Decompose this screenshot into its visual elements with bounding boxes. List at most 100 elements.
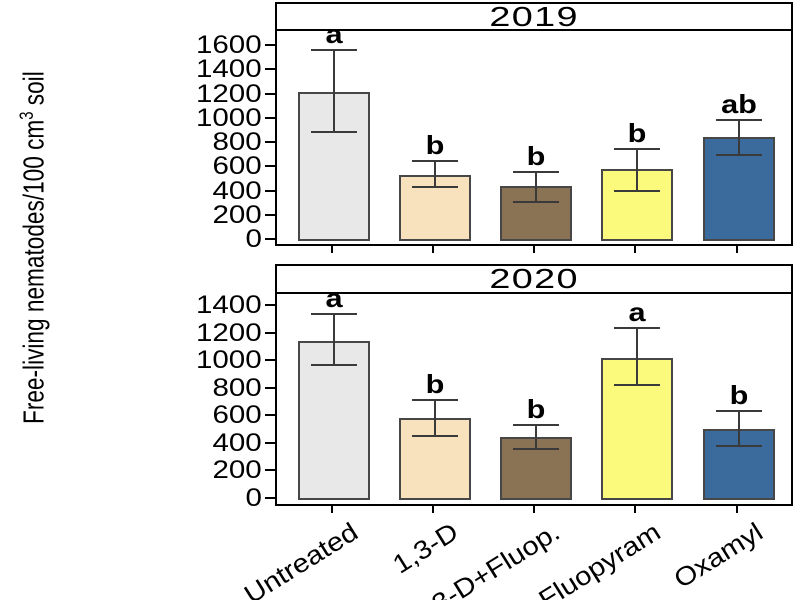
error-bar-cap-upper-Oxamyl-2020 bbox=[716, 410, 762, 413]
sig-letter-Untreated-2020: a bbox=[325, 282, 343, 313]
y-axis-title-superscript: 3 bbox=[17, 111, 38, 120]
y-tick-label-2019-1600: 1600 bbox=[196, 31, 262, 59]
error-bar-line-Untreated-2020 bbox=[333, 313, 335, 365]
sig-letter-Fluopyram-2019: b bbox=[627, 117, 647, 148]
sig-letter-Oxamyl-2019: ab bbox=[721, 88, 757, 119]
y-tick-mark-2020-1200 bbox=[265, 331, 275, 334]
y-tick-label-2019-200: 200 bbox=[212, 200, 262, 229]
error-bar-line-1,3-D-2020 bbox=[434, 400, 436, 436]
error-bar-cap-lower-Fluopyram-2019 bbox=[614, 190, 660, 193]
y-tick-mark-2019-600 bbox=[265, 165, 275, 168]
y-tick-mark-2019-200 bbox=[265, 213, 275, 216]
y-tick-mark-2019-400 bbox=[265, 189, 275, 192]
panel-2019: 2019 a b b b ab bbox=[275, 0, 793, 246]
y-tick-label-2020-600: 600 bbox=[212, 401, 262, 430]
y-tick-mark-2020-1000 bbox=[265, 359, 275, 362]
y-tick-label-2020-800: 800 bbox=[212, 373, 262, 402]
y-tick-mark-2019-1600 bbox=[265, 44, 275, 46]
x-category-label-Oxamyl: Oxamyl bbox=[668, 516, 768, 595]
y-tick-label-2020-1200: 1200 bbox=[196, 318, 262, 347]
error-bar-cap-upper-Oxamyl-2019 bbox=[716, 118, 762, 121]
y-tick-mark-2019-1200 bbox=[265, 92, 275, 95]
y-tick-label-2019-800: 800 bbox=[212, 128, 262, 156]
y-tick-mark-2020-600 bbox=[265, 414, 275, 417]
error-bar-line-1,3-D-2019 bbox=[434, 160, 436, 188]
error-bar-cap-upper-1,3-D+Fluop.-2020 bbox=[513, 423, 559, 426]
y-tick-label-2020-0: 0 bbox=[245, 484, 262, 512]
y-tick-mark-2020-0 bbox=[265, 497, 275, 499]
y-tick-label-2020-400: 400 bbox=[212, 428, 262, 457]
error-bar-cap-upper-Untreated-2019 bbox=[311, 49, 357, 52]
panel-title-2020: 2020 bbox=[489, 263, 579, 294]
x-tick-mark-2020-1,3-D bbox=[432, 506, 434, 513]
sig-letter-Oxamyl-2020: b bbox=[729, 380, 749, 411]
y-tick-mark-2019-800 bbox=[265, 141, 275, 143]
x-tick-mark-2020-1,3-D+Fluop. bbox=[533, 506, 535, 513]
y-axis-title: Free-living nematodes/100 cm3 soil bbox=[13, 71, 51, 424]
x-tick-mark-2019-Oxamyl bbox=[736, 246, 738, 253]
y-tick-label-2019-0: 0 bbox=[245, 225, 262, 253]
panel-title-band-2019: 2019 bbox=[277, 0, 791, 32]
sig-letter-1,3-D-2020: b bbox=[425, 369, 445, 400]
error-bar-cap-lower-Oxamyl-2020 bbox=[716, 445, 762, 448]
error-bar-cap-lower-Fluopyram-2020 bbox=[614, 383, 660, 386]
y-tick-label-2019-1400: 1400 bbox=[196, 55, 262, 84]
panel-title-2019: 2019 bbox=[489, 0, 579, 32]
error-bar-cap-lower-Untreated-2019 bbox=[311, 131, 357, 134]
y-tick-label-2020-200: 200 bbox=[212, 456, 262, 485]
x-tick-mark-2019-1,3-D bbox=[432, 246, 434, 253]
error-bar-cap-lower-Untreated-2020 bbox=[311, 363, 357, 366]
y-tick-label-2019-1000: 1000 bbox=[196, 103, 262, 132]
sig-letter-1,3-D+Fluop.-2019: b bbox=[526, 140, 546, 171]
error-bar-line-Oxamyl-2019 bbox=[738, 119, 740, 155]
error-bar-line-1,3-D+Fluop.-2019 bbox=[535, 171, 537, 202]
y-axis-title-suffix: soil bbox=[18, 71, 51, 112]
error-bar-cap-lower-Oxamyl-2019 bbox=[716, 153, 762, 156]
y-tick-mark-2020-800 bbox=[265, 386, 275, 389]
x-tick-mark-2020-Oxamyl bbox=[736, 506, 738, 513]
error-bar-line-Untreated-2019 bbox=[333, 50, 335, 133]
x-tick-mark-2019-1,3-D+Fluop. bbox=[533, 246, 535, 253]
y-tick-label-2019-1200: 1200 bbox=[196, 79, 262, 108]
y-tick-mark-2019-0 bbox=[265, 238, 275, 240]
bar-Untreated-2020 bbox=[298, 341, 370, 500]
y-tick-mark-2020-400 bbox=[265, 441, 275, 444]
x-category-label-1,3-D: 1,3-D bbox=[387, 516, 464, 580]
error-bar-cap-lower-1,3-D+Fluop.-2020 bbox=[513, 447, 559, 450]
y-tick-label-2020-1400: 1400 bbox=[196, 290, 262, 319]
error-bar-cap-upper-1,3-D-2019 bbox=[412, 159, 458, 162]
y-tick-mark-2020-200 bbox=[265, 469, 275, 472]
error-bar-line-Fluopyram-2020 bbox=[636, 328, 638, 385]
x-tick-mark-2020-Fluopyram bbox=[634, 506, 636, 513]
error-bar-line-Oxamyl-2020 bbox=[738, 411, 740, 447]
error-bar-line-Fluopyram-2019 bbox=[636, 148, 638, 192]
y-tick-label-2020-1000: 1000 bbox=[196, 346, 262, 375]
bar-Fluopyram-2020 bbox=[601, 357, 673, 500]
error-bar-cap-upper-Fluopyram-2020 bbox=[614, 327, 660, 330]
x-tick-mark-2019-Untreated bbox=[331, 246, 333, 253]
y-tick-mark-2019-1400 bbox=[265, 68, 275, 71]
error-bar-line-1,3-D+Fluop.-2020 bbox=[535, 424, 537, 449]
y-axis-title-text: Free-living nematodes/100 cm bbox=[18, 119, 51, 424]
y-tick-label-2019-600: 600 bbox=[212, 152, 262, 181]
error-bar-cap-lower-1,3-D+Fluop.-2019 bbox=[513, 200, 559, 203]
error-bar-cap-upper-Untreated-2020 bbox=[311, 312, 357, 315]
sig-letter-Untreated-2019: a bbox=[325, 19, 343, 50]
error-bar-cap-lower-1,3-D-2020 bbox=[412, 434, 458, 437]
y-tick-mark-2019-1000 bbox=[265, 116, 275, 119]
x-tick-mark-2020-Untreated bbox=[331, 506, 333, 513]
error-bar-cap-upper-Fluopyram-2019 bbox=[614, 147, 660, 150]
panel-2020: 2020 a b b a b bbox=[275, 263, 793, 506]
sig-letter-1,3-D+Fluop.-2020: b bbox=[526, 393, 546, 424]
error-bar-cap-upper-1,3-D+Fluop.-2019 bbox=[513, 170, 559, 173]
error-bar-cap-upper-1,3-D-2020 bbox=[412, 399, 458, 402]
x-category-label-Untreated: Untreated bbox=[238, 516, 363, 600]
sig-letter-Fluopyram-2020: a bbox=[628, 297, 646, 328]
panel-title-band-2020: 2020 bbox=[277, 263, 791, 294]
x-tick-mark-2019-Fluopyram bbox=[634, 246, 636, 253]
sig-letter-1,3-D-2019: b bbox=[425, 129, 445, 160]
y-tick-label-2019-400: 400 bbox=[212, 176, 262, 205]
y-tick-mark-2020-1400 bbox=[265, 303, 275, 306]
error-bar-cap-lower-1,3-D-2019 bbox=[412, 186, 458, 189]
